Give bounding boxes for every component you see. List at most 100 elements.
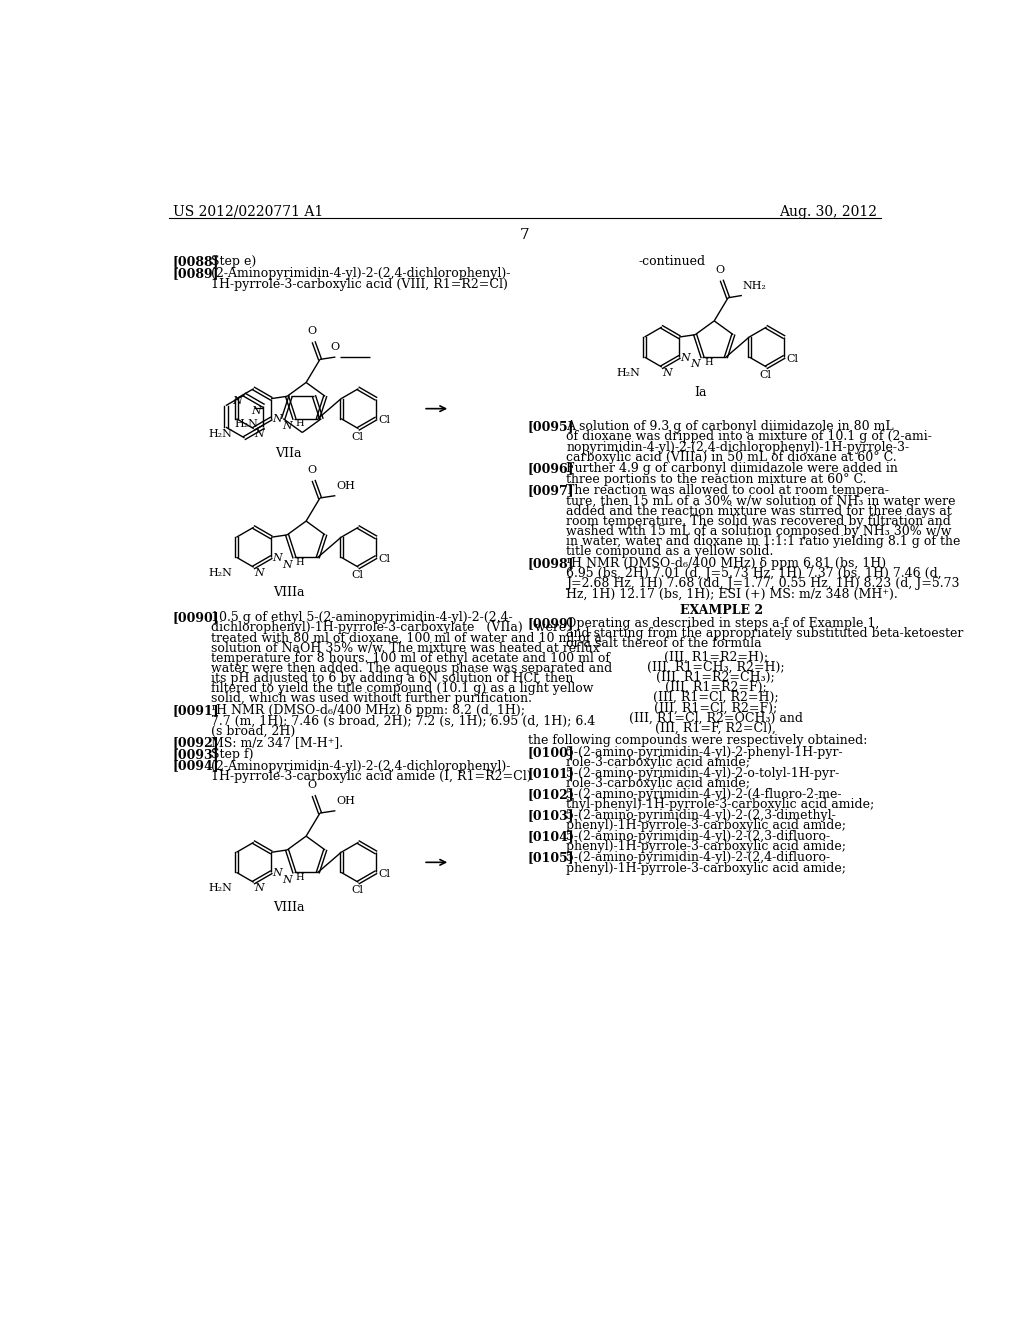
- Text: [0095]: [0095]: [528, 420, 574, 433]
- Text: H: H: [296, 873, 304, 882]
- Text: H₂N: H₂N: [209, 429, 232, 440]
- Text: Further 4.9 g of carbonyl diimidazole were added in: Further 4.9 g of carbonyl diimidazole we…: [566, 462, 898, 475]
- Text: (III, R1=R2=CH₃);: (III, R1=R2=CH₃);: [656, 671, 775, 684]
- Text: [0104]: [0104]: [528, 830, 574, 843]
- Text: thyl-phenyl)-1H-pyrrole-3-carboxylic acid amide;: thyl-phenyl)-1H-pyrrole-3-carboxylic aci…: [566, 799, 874, 812]
- Text: Cl: Cl: [378, 869, 390, 879]
- Text: carboxylic acid (VIIIa) in 50 mL of dioxane at 60° C.: carboxylic acid (VIIIa) in 50 mL of diox…: [566, 450, 897, 463]
- Text: title compound as a yellow solid.: title compound as a yellow solid.: [566, 545, 774, 558]
- Text: N: N: [255, 883, 264, 894]
- Text: H₂N: H₂N: [234, 420, 258, 429]
- Text: Cl: Cl: [351, 886, 362, 895]
- Text: 7: 7: [520, 227, 529, 242]
- Text: [0097]: [0097]: [528, 484, 574, 498]
- Text: N: N: [255, 568, 264, 578]
- Text: (III, R1=Cl, R2=F);: (III, R1=Cl, R2=F);: [654, 701, 777, 714]
- Text: [0102]: [0102]: [528, 788, 574, 801]
- Text: A solution of 9.3 g of carbonyl diimidazole in 80 mL: A solution of 9.3 g of carbonyl diimidaz…: [566, 420, 894, 433]
- Text: -continued: -continued: [639, 255, 706, 268]
- Text: (III, R1=CH₃, R2=H);: (III, R1=CH₃, R2=H);: [647, 661, 784, 673]
- Text: 5-(2-amino-pyrimidin-4-yl)-2-o-tolyl-1H-pyr-: 5-(2-amino-pyrimidin-4-yl)-2-o-tolyl-1H-…: [566, 767, 840, 780]
- Text: ¹H NMR (DMSO-d₆/400 MHz) δ ppm 6.81 (bs, 1H): ¹H NMR (DMSO-d₆/400 MHz) δ ppm 6.81 (bs,…: [566, 557, 887, 570]
- Text: Hz, 1H) 12.17 (bs, 1H); ESI (+) MS: m/z 348 (MH⁺).: Hz, 1H) 12.17 (bs, 1H); ESI (+) MS: m/z …: [566, 587, 898, 601]
- Text: VIIIa: VIIIa: [272, 586, 304, 599]
- Text: O: O: [307, 326, 316, 337]
- Text: N: N: [251, 407, 261, 416]
- Text: 6.95 (bs, 2H) 7.01 (d, J=5.73 Hz, 1H) 7.37 (bs, 1H) 7.46 (d,: 6.95 (bs, 2H) 7.01 (d, J=5.73 Hz, 1H) 7.…: [566, 568, 942, 579]
- Text: phenyl)-1H-pyrrole-3-carboxylic acid amide;: phenyl)-1H-pyrrole-3-carboxylic acid ami…: [566, 841, 847, 854]
- Text: N: N: [283, 421, 292, 432]
- Text: OH: OH: [336, 796, 355, 807]
- Text: in water, water and dioxane in 1:1:1 ratio yielding 8.1 g of the: in water, water and dioxane in 1:1:1 rat…: [566, 535, 961, 548]
- Text: [0092]: [0092]: [173, 737, 219, 750]
- Text: [0103]: [0103]: [528, 809, 574, 822]
- Text: J=2.68 Hz, 1H) 7.68 (dd, J=1.77, 0.55 Hz, 1H) 8.23 (d, J=5.73: J=2.68 Hz, 1H) 7.68 (dd, J=1.77, 0.55 Hz…: [566, 577, 959, 590]
- Text: Ia: Ia: [694, 385, 707, 399]
- Text: VIIa: VIIa: [275, 447, 302, 461]
- Text: N: N: [283, 875, 292, 884]
- Text: Operating as described in steps a-f of Example 1,: Operating as described in steps a-f of E…: [566, 616, 880, 630]
- Text: 5-(2-amino-pyrimidin-4-yl)-2-(4-fluoro-2-me-: 5-(2-amino-pyrimidin-4-yl)-2-(4-fluoro-2…: [566, 788, 842, 801]
- Text: N: N: [690, 359, 700, 370]
- Text: [0099]: [0099]: [528, 616, 574, 630]
- Text: (s broad, 2H): (s broad, 2H): [211, 725, 296, 738]
- Text: 5-(2-amino-pyrimidin-4-yl)-2-(2,4-difluoro-: 5-(2-amino-pyrimidin-4-yl)-2-(2,4-difluo…: [566, 851, 830, 865]
- Text: N: N: [271, 414, 282, 425]
- Text: H: H: [703, 358, 713, 367]
- Text: solution of NaOH 35% w/w. The mixture was heated at reflux: solution of NaOH 35% w/w. The mixture wa…: [211, 642, 600, 655]
- Text: O: O: [331, 342, 340, 352]
- Text: water were then added. The aqueous phase was separated and: water were then added. The aqueous phase…: [211, 663, 612, 675]
- Text: 1H-pyrrole-3-carboxylic acid amide (I, R1=R2=Cl): 1H-pyrrole-3-carboxylic acid amide (I, R…: [211, 770, 532, 783]
- Text: O: O: [307, 780, 316, 789]
- Text: OH: OH: [336, 480, 355, 491]
- Text: Cl: Cl: [786, 354, 799, 363]
- Text: NH₂: NH₂: [742, 281, 767, 290]
- Text: role-3-carboxylic acid amide;: role-3-carboxylic acid amide;: [566, 777, 751, 791]
- Text: [0105]: [0105]: [528, 851, 574, 865]
- Text: phenyl)-1H-pyrrole-3-carboxylic acid amide;: phenyl)-1H-pyrrole-3-carboxylic acid ami…: [566, 820, 847, 833]
- Text: [0088]: [0088]: [173, 255, 219, 268]
- Text: 10.5 g of ethyl 5-(2-aminopyrimidin-4-yl)-2-(2,4-: 10.5 g of ethyl 5-(2-aminopyrimidin-4-yl…: [211, 611, 513, 624]
- Text: (III, R1=Cl, R2=H);: (III, R1=Cl, R2=H);: [653, 692, 778, 705]
- Text: 5-(2-amino-pyrimidin-4-yl)-2-(2,3-dimethyl-: 5-(2-amino-pyrimidin-4-yl)-2-(2,3-dimeth…: [566, 809, 837, 822]
- Text: N: N: [232, 396, 243, 405]
- Text: [0091]: [0091]: [173, 704, 219, 717]
- Text: ¹H NMR (DMSO-d₆/400 MHz) δ ppm: 8.2 (d, 1H);: ¹H NMR (DMSO-d₆/400 MHz) δ ppm: 8.2 (d, …: [211, 704, 525, 717]
- Text: N: N: [271, 869, 282, 878]
- Text: or a salt thereof of the formula: or a salt thereof of the formula: [566, 638, 762, 651]
- Text: role-3-carboxylic acid amide;: role-3-carboxylic acid amide;: [566, 756, 751, 770]
- Text: room temperature. The solid was recovered by filtration and: room temperature. The solid was recovere…: [566, 515, 951, 528]
- Text: N: N: [663, 368, 673, 378]
- Text: Aug. 30, 2012: Aug. 30, 2012: [778, 205, 877, 219]
- Text: [0100]: [0100]: [528, 746, 574, 759]
- Text: nopyrimidin-4-yl)-2-(2,4-dichlorophenyl)-1H-pyrrole-3-: nopyrimidin-4-yl)-2-(2,4-dichlorophenyl)…: [566, 441, 909, 454]
- Text: (III, R1=Cl, R2=OCH₃) and: (III, R1=Cl, R2=OCH₃) and: [629, 711, 803, 725]
- Text: N: N: [271, 553, 282, 564]
- Text: temperature for 8 hours. 100 ml of ethyl acetate and 100 ml of: temperature for 8 hours. 100 ml of ethyl…: [211, 652, 610, 665]
- Text: H₂N: H₂N: [209, 883, 232, 894]
- Text: O: O: [307, 465, 316, 475]
- Text: of dioxane was dripped into a mixture of 10.1 g of (2-ami-: of dioxane was dripped into a mixture of…: [566, 430, 932, 444]
- Text: Cl: Cl: [759, 370, 771, 380]
- Text: dichlorophenyl)-1H-pyrrole-3-carboxylate   (VIIa)   were: dichlorophenyl)-1H-pyrrole-3-carboxylate…: [211, 622, 566, 635]
- Text: 7.7 (m, 1H); 7.46 (s broad, 2H); 7.2 (s, 1H); 6.95 (d, 1H); 6.4: 7.7 (m, 1H); 7.46 (s broad, 2H); 7.2 (s,…: [211, 714, 596, 727]
- Text: 1H-pyrrole-3-carboxylic acid (VIII, R1=R2=Cl): 1H-pyrrole-3-carboxylic acid (VIII, R1=R…: [211, 277, 508, 290]
- Text: Cl: Cl: [378, 416, 390, 425]
- Text: Step e): Step e): [211, 255, 257, 268]
- Text: O: O: [715, 265, 724, 275]
- Text: VIIIa: VIIIa: [272, 900, 304, 913]
- Text: US 2012/0220771 A1: US 2012/0220771 A1: [173, 205, 324, 219]
- Text: (III, R1=R2=F);: (III, R1=R2=F);: [665, 681, 767, 694]
- Text: its pH adjusted to 6 by adding a 6N solution of HCl, then: its pH adjusted to 6 by adding a 6N solu…: [211, 672, 573, 685]
- Text: (III, R1=R2=H);: (III, R1=R2=H);: [664, 651, 768, 664]
- Text: MS: m/z 347 [M-H⁺].: MS: m/z 347 [M-H⁺].: [211, 737, 343, 750]
- Text: EXAMPLE 2: EXAMPLE 2: [680, 603, 764, 616]
- Text: [0096]: [0096]: [528, 462, 574, 475]
- Text: H₂N: H₂N: [616, 368, 641, 378]
- Text: and starting from the appropriately substituted beta-ketoester: and starting from the appropriately subs…: [566, 627, 964, 640]
- Text: treated with 80 ml of dioxane, 100 ml of water and 10 ml of a: treated with 80 ml of dioxane, 100 ml of…: [211, 631, 602, 644]
- Text: H: H: [296, 420, 304, 429]
- Text: the following compounds were respectively obtained:: the following compounds were respectivel…: [528, 734, 867, 747]
- Text: Cl: Cl: [351, 570, 362, 581]
- Text: washed with 15 mL of a solution composed by NH₃ 30% w/w: washed with 15 mL of a solution composed…: [566, 525, 952, 539]
